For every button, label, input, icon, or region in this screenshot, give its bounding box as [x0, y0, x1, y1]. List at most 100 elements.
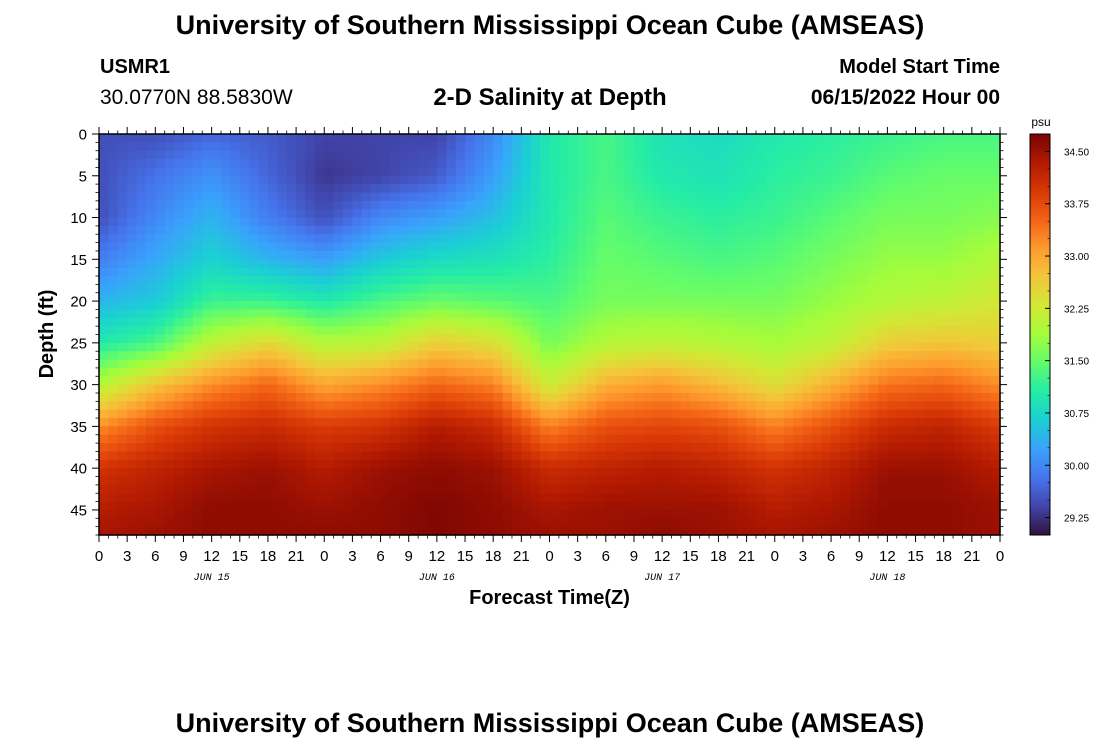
heatmap-cell: [418, 317, 429, 327]
heatmap-cell: [587, 242, 598, 252]
heatmap-cell: [802, 159, 813, 169]
heatmap-cell: [446, 142, 457, 152]
heatmap-cell: [840, 401, 851, 411]
heatmap-cell: [427, 351, 438, 361]
heatmap-cell: [596, 484, 607, 494]
heatmap-cell: [221, 234, 231, 244]
heatmap-cell: [202, 443, 213, 453]
heatmap-cell: [296, 476, 307, 486]
heatmap-cell: [183, 259, 194, 269]
heatmap-cell: [774, 209, 785, 219]
heatmap-cell: [859, 200, 870, 210]
heatmap-cell: [249, 376, 260, 386]
heatmap-cell: [934, 326, 945, 336]
heatmap-cell: [624, 234, 635, 244]
heatmap-cell: [746, 150, 757, 160]
heatmap-cell: [99, 392, 109, 402]
heatmap-cell: [652, 426, 663, 436]
heatmap-cell: [587, 175, 598, 185]
heatmap-cell: [399, 484, 410, 494]
heatmap-cell: [427, 418, 438, 427]
heatmap-cell: [953, 267, 964, 277]
heatmap-cell: [427, 526, 438, 536]
heatmap-cell: [511, 518, 522, 528]
heatmap-cell: [718, 175, 729, 185]
heatmap-cell: [371, 409, 382, 419]
heatmap-cell: [258, 301, 269, 311]
heatmap-cell: [305, 367, 316, 377]
heatmap-cell: [389, 284, 400, 294]
heatmap-cell: [915, 317, 926, 327]
heatmap-cell: [483, 192, 494, 202]
heatmap-cell: [540, 526, 551, 536]
heatmap-cell: [230, 326, 241, 336]
heatmap-cell: [305, 493, 316, 503]
heatmap-cell: [446, 459, 457, 469]
heatmap-cell: [633, 451, 644, 461]
heatmap-cell: [802, 359, 813, 369]
heatmap-cell: [286, 334, 297, 344]
heatmap-cell: [446, 242, 457, 252]
heatmap-cell: [521, 367, 532, 377]
heatmap-cell: [934, 409, 945, 419]
heatmap-cell: [812, 351, 823, 361]
heatmap-cell: [211, 342, 222, 352]
heatmap-cell: [455, 459, 466, 469]
heatmap-cell: [127, 409, 138, 419]
heatmap-cell: [493, 159, 504, 169]
heatmap-cell: [802, 367, 813, 377]
heatmap-cell: [277, 501, 288, 511]
heatmap-cell: [540, 334, 551, 344]
heatmap-cell: [577, 175, 588, 185]
x-tick-label: 18: [485, 548, 502, 565]
heatmap-cell: [427, 493, 438, 503]
heatmap-cell: [727, 225, 738, 235]
heatmap-cell: [164, 192, 175, 202]
heatmap-cell: [343, 267, 354, 277]
heatmap-cell: [333, 175, 344, 185]
heatmap-cell: [802, 384, 813, 394]
heatmap-cell: [962, 376, 973, 386]
heatmap-cell: [493, 284, 504, 294]
heatmap-cell: [746, 334, 757, 344]
heatmap-cell: [605, 175, 616, 185]
heatmap-cell: [587, 359, 598, 369]
heatmap-cell: [230, 359, 241, 369]
heatmap-cell: [371, 392, 382, 402]
heatmap-cell: [324, 267, 335, 277]
heatmap-cell: [540, 326, 551, 336]
heatmap-cell: [380, 518, 391, 528]
heatmap-cell: [483, 334, 494, 344]
heatmap-cell: [652, 159, 663, 169]
heatmap-cell: [192, 367, 203, 377]
heatmap-cell: [671, 292, 682, 302]
heatmap-cell: [962, 276, 973, 285]
heatmap-cell: [343, 284, 354, 294]
heatmap-cell: [192, 359, 203, 369]
heatmap-cell: [924, 418, 935, 427]
heatmap-cell: [558, 142, 569, 152]
heatmap-cell: [662, 167, 673, 177]
heatmap-cell: [802, 150, 813, 160]
heatmap-cell: [230, 292, 241, 302]
heatmap-cell: [474, 250, 485, 260]
heatmap-cell: [981, 409, 992, 419]
heatmap-cell: [474, 134, 485, 143]
heatmap-cell: [793, 159, 804, 169]
heatmap-cell: [765, 276, 776, 285]
heatmap-cell: [934, 259, 945, 269]
heatmap-cell: [699, 501, 710, 511]
heatmap-cell: [709, 267, 720, 277]
heatmap-cell: [953, 501, 964, 511]
heatmap-cell: [202, 359, 213, 369]
heatmap-cell: [474, 326, 485, 336]
heatmap-cell: [521, 342, 532, 352]
heatmap-cell: [624, 493, 635, 503]
heatmap-cell: [324, 225, 335, 235]
heatmap-cell: [624, 384, 635, 394]
heatmap-cell: [483, 459, 494, 469]
heatmap-cell: [812, 384, 823, 394]
heatmap-cell: [549, 317, 560, 327]
heatmap-cell: [662, 326, 673, 336]
heatmap-cell: [286, 518, 297, 528]
